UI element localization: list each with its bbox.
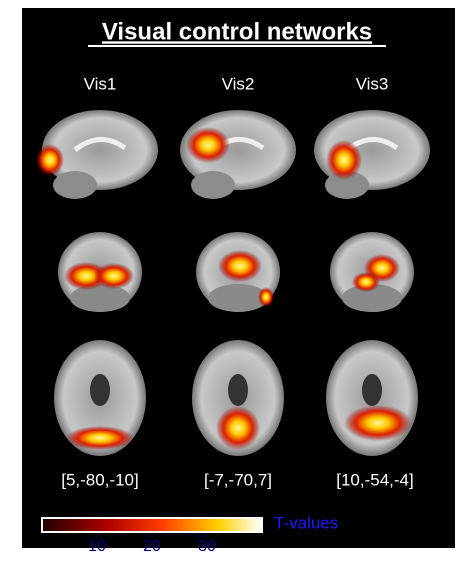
coordinate-label: [-7,-70,7] bbox=[204, 470, 272, 489]
colorbar-tick-label: 10 bbox=[88, 538, 106, 555]
title: Visual control networks bbox=[102, 18, 372, 45]
activation-blob bbox=[186, 127, 230, 163]
colorbar-tick-label: 20 bbox=[143, 538, 161, 555]
colorbar-bar bbox=[41, 517, 263, 533]
colorbar-tick-label: 30 bbox=[198, 538, 216, 555]
cerebellum bbox=[191, 171, 235, 199]
column-label: Vis1 bbox=[84, 74, 117, 93]
activation-blob bbox=[64, 262, 108, 290]
ventricles bbox=[362, 374, 382, 406]
activation-blob bbox=[258, 287, 274, 307]
brain-images bbox=[314, 110, 430, 456]
panels: Vis1 [5,-80,-10] Vis2 [-7,-70,7] Vis3 [10,-54… bbox=[36, 74, 430, 489]
coordinate-label: [10,-54,-4] bbox=[336, 470, 414, 489]
activation-blob bbox=[36, 144, 64, 176]
activation-blob bbox=[216, 406, 260, 450]
column-label: Vis2 bbox=[222, 74, 255, 93]
column-label: Vis3 bbox=[356, 74, 389, 93]
cerebellum bbox=[325, 171, 369, 199]
ventricles bbox=[90, 374, 110, 406]
activation-blob bbox=[352, 272, 380, 292]
activation-blob bbox=[94, 263, 134, 289]
cerebellum bbox=[342, 284, 402, 312]
sagittal-slice bbox=[42, 110, 158, 190]
activation-blob bbox=[218, 250, 262, 282]
cerebellum bbox=[208, 284, 268, 312]
colorbar: 10 20 30 T-values bbox=[41, 513, 338, 555]
coordinate-label: [5,-80,-10] bbox=[61, 470, 139, 489]
activation-blob bbox=[66, 426, 134, 450]
activation-blob bbox=[326, 140, 362, 180]
colorbar-label: T-values bbox=[274, 513, 338, 532]
cerebellum bbox=[53, 171, 97, 199]
brain-images bbox=[36, 110, 158, 456]
brain-images bbox=[180, 110, 296, 456]
ventricles bbox=[228, 374, 248, 406]
activation-blob bbox=[344, 405, 412, 441]
cerebellum bbox=[70, 284, 130, 312]
corpus-callosum bbox=[73, 137, 127, 153]
